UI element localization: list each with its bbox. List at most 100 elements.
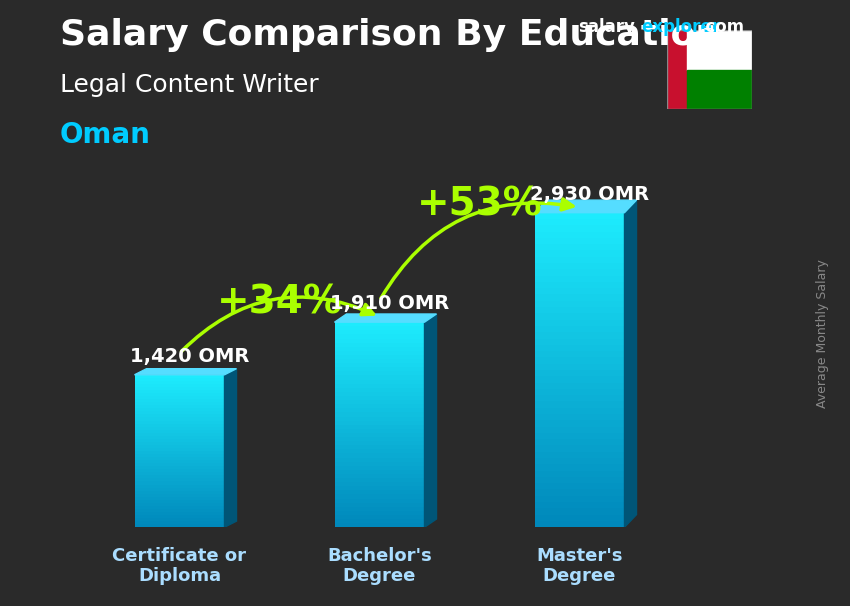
Bar [134, 378, 224, 381]
Bar [335, 449, 424, 453]
Bar [335, 474, 424, 478]
Bar [335, 486, 424, 490]
Bar [134, 436, 224, 439]
Bar [335, 470, 424, 474]
Bar [335, 437, 424, 441]
Bar [134, 408, 224, 411]
Bar [535, 451, 625, 458]
Bar [134, 491, 224, 494]
Bar [134, 445, 224, 448]
Bar [335, 330, 424, 335]
Bar [134, 503, 224, 506]
Bar [535, 295, 625, 301]
Bar [134, 384, 224, 387]
Bar [535, 496, 625, 502]
Bar [335, 413, 424, 416]
Bar [535, 471, 625, 477]
Bar [535, 414, 625, 421]
Bar [335, 326, 424, 330]
Polygon shape [535, 200, 637, 213]
Bar [535, 219, 625, 225]
Polygon shape [335, 314, 437, 322]
Bar [335, 465, 424, 470]
Bar [535, 225, 625, 231]
Bar [134, 396, 224, 399]
Bar [134, 469, 224, 472]
Bar [134, 475, 224, 479]
Bar [535, 301, 625, 307]
Bar [535, 345, 625, 351]
Text: 2,930 OMR: 2,930 OMR [530, 185, 649, 204]
Text: 1,420 OMR: 1,420 OMR [130, 347, 249, 365]
Bar [134, 439, 224, 442]
Text: +53%: +53% [416, 185, 542, 224]
Bar [134, 518, 224, 521]
Bar [687, 70, 752, 109]
Bar [134, 524, 224, 527]
Bar [335, 347, 424, 351]
Bar [134, 515, 224, 518]
Bar [335, 322, 424, 326]
Bar [134, 411, 224, 415]
Bar [335, 355, 424, 359]
Bar [134, 488, 224, 491]
Bar [535, 458, 625, 464]
Bar [535, 257, 625, 263]
Bar [335, 384, 424, 388]
Bar [535, 401, 625, 408]
Bar [535, 433, 625, 439]
Bar [134, 454, 224, 457]
Bar [535, 490, 625, 496]
Bar [335, 404, 424, 408]
Bar [335, 392, 424, 396]
Bar [535, 408, 625, 414]
Bar [535, 376, 625, 382]
Bar [535, 313, 625, 319]
Bar [535, 382, 625, 389]
Bar [134, 415, 224, 418]
Bar [134, 448, 224, 451]
Text: Certificate or
Diploma: Certificate or Diploma [112, 547, 246, 585]
Bar [134, 433, 224, 436]
Bar [335, 478, 424, 482]
Bar [134, 521, 224, 524]
Bar [535, 307, 625, 313]
Bar [335, 441, 424, 445]
Bar [134, 485, 224, 488]
Text: +34%: +34% [217, 284, 343, 322]
Bar [335, 408, 424, 413]
Bar [535, 439, 625, 445]
Bar [535, 389, 625, 395]
Bar [134, 497, 224, 500]
Bar [335, 425, 424, 429]
Bar [535, 358, 625, 364]
Bar [335, 416, 424, 421]
Text: Bachelor's
Degree: Bachelor's Degree [327, 547, 432, 585]
Bar [335, 367, 424, 371]
Bar [335, 421, 424, 425]
Bar [134, 424, 224, 427]
Bar [535, 263, 625, 269]
Bar [535, 370, 625, 376]
Bar [134, 466, 224, 469]
Bar [535, 339, 625, 345]
Bar [335, 490, 424, 494]
Bar [335, 396, 424, 400]
Bar [535, 508, 625, 514]
Bar [535, 250, 625, 257]
Bar [535, 276, 625, 282]
Bar [134, 509, 224, 512]
Bar [134, 402, 224, 405]
Polygon shape [134, 368, 236, 375]
Bar [535, 326, 625, 332]
Bar [335, 335, 424, 339]
Text: Salary Comparison By Education: Salary Comparison By Education [60, 18, 721, 52]
Bar [335, 379, 424, 384]
Bar [535, 213, 625, 219]
Bar [335, 519, 424, 523]
Bar [335, 462, 424, 465]
Bar [134, 451, 224, 454]
Bar [335, 445, 424, 449]
Bar [134, 390, 224, 393]
Bar [535, 445, 625, 451]
